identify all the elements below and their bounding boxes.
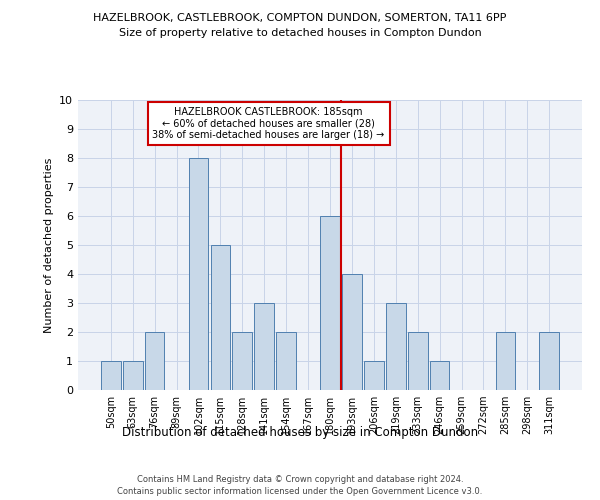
Text: HAZELBROOK CASTLEBROOK: 185sqm
← 60% of detached houses are smaller (28)
38% of : HAZELBROOK CASTLEBROOK: 185sqm ← 60% of … bbox=[152, 106, 385, 140]
Bar bbox=[211, 245, 230, 390]
Bar bbox=[101, 361, 121, 390]
Text: Contains public sector information licensed under the Open Government Licence v3: Contains public sector information licen… bbox=[118, 486, 482, 496]
Bar bbox=[408, 332, 428, 390]
Text: HAZELBROOK, CASTLEBROOK, COMPTON DUNDON, SOMERTON, TA11 6PP: HAZELBROOK, CASTLEBROOK, COMPTON DUNDON,… bbox=[94, 12, 506, 22]
Bar bbox=[430, 361, 449, 390]
Bar bbox=[496, 332, 515, 390]
Bar bbox=[188, 158, 208, 390]
Bar bbox=[232, 332, 252, 390]
Bar bbox=[145, 332, 164, 390]
Bar bbox=[539, 332, 559, 390]
Bar bbox=[123, 361, 143, 390]
Y-axis label: Number of detached properties: Number of detached properties bbox=[44, 158, 53, 332]
Bar bbox=[342, 274, 362, 390]
Bar bbox=[364, 361, 384, 390]
Bar bbox=[320, 216, 340, 390]
Bar bbox=[254, 303, 274, 390]
Text: Contains HM Land Registry data © Crown copyright and database right 2024.: Contains HM Land Registry data © Crown c… bbox=[137, 476, 463, 484]
Bar bbox=[276, 332, 296, 390]
Bar bbox=[386, 303, 406, 390]
Text: Distribution of detached houses by size in Compton Dundon: Distribution of detached houses by size … bbox=[122, 426, 478, 439]
Text: Size of property relative to detached houses in Compton Dundon: Size of property relative to detached ho… bbox=[119, 28, 481, 38]
